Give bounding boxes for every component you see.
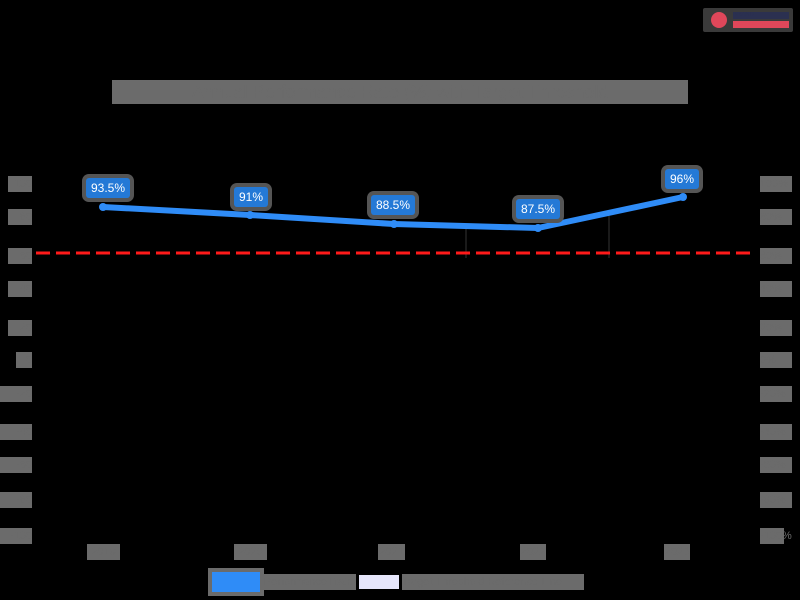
- data-point: [390, 220, 398, 228]
- y-tick-left: 0: [16, 352, 32, 368]
- x-tick: 2022: [520, 544, 546, 560]
- data-point: [246, 211, 254, 219]
- x-tick: 2023: [664, 544, 690, 560]
- y-tick-right: 80%: [760, 209, 792, 225]
- y-tick-left: -80: [0, 492, 32, 508]
- y-tick-right: -40%: [760, 424, 792, 440]
- y-tick-right: 20%: [760, 320, 792, 336]
- chart-title: Annual Performance Rate (%) with Target …: [112, 80, 688, 104]
- y-tick-right: -60%: [760, 457, 792, 473]
- y-tick-left: -40: [0, 424, 32, 440]
- y-tick-right: 0%: [760, 352, 792, 368]
- y-tick-left: 60: [8, 248, 32, 264]
- y-tick-right: 60%: [760, 248, 792, 264]
- logo-line-2: EXPLORER: [733, 21, 789, 28]
- logo-circle-icon: [711, 12, 727, 28]
- data-point: [679, 193, 687, 201]
- y-tick-left: 80: [8, 209, 32, 225]
- legend-label-target[interactable]: Target Threshold Reference Line: [402, 574, 584, 590]
- x-tick: 2020: [234, 544, 267, 560]
- data-point: [534, 224, 542, 232]
- y-tick-left: -20: [0, 386, 32, 402]
- data-label: 96%: [665, 169, 700, 189]
- data-label: 91%: [234, 187, 269, 207]
- logo-line-1: BRAND: [733, 12, 789, 19]
- legend-swatch-performance[interactable]: [208, 568, 264, 596]
- legend-label-performance[interactable]: Performance Rate: [264, 574, 356, 590]
- y-tick-right: -100%: [760, 528, 792, 544]
- x-tick: 2021: [378, 544, 405, 560]
- y-tick-right: 100%: [760, 176, 792, 192]
- y-tick-left: -60: [0, 457, 32, 473]
- brand-logo: BRAND EXPLORER: [703, 8, 793, 32]
- y-tick-left: -100: [0, 528, 32, 544]
- data-point: [99, 203, 107, 211]
- data-label: 87.5%: [516, 199, 561, 219]
- legend-swatch-target[interactable]: [358, 574, 400, 590]
- y-tick-right: -80%: [760, 492, 792, 508]
- x-tick: 2019: [87, 544, 120, 560]
- y-tick-left: 20: [8, 320, 32, 336]
- data-label: 93.5%: [86, 178, 131, 198]
- legend: Performance Rate Target Threshold Refere…: [208, 568, 584, 596]
- data-label: 88.5%: [371, 195, 416, 215]
- y-tick-right: 40%: [760, 281, 792, 297]
- y-tick-right: -20%: [760, 386, 792, 402]
- y-tick-left: 40: [8, 281, 32, 297]
- y-tick-left: 100: [8, 176, 32, 192]
